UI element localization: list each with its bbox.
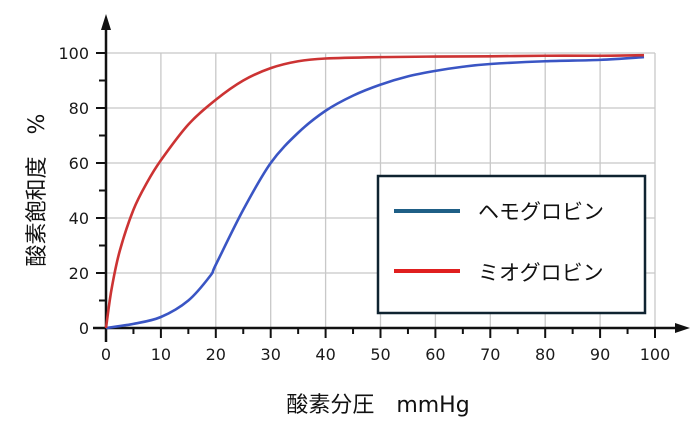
y-tick-label: 80 xyxy=(69,99,89,118)
axes xyxy=(93,14,690,342)
x-tick-label: 20 xyxy=(206,345,226,364)
y-tick-label: 60 xyxy=(69,154,89,173)
legend-label-hemoglobin: ヘモグロビン xyxy=(478,200,604,224)
x-axis-title: 酸素分圧 mmHg xyxy=(286,393,469,418)
legend-label-myoglobin: ミオグロビン xyxy=(478,261,604,285)
x-tick-label: 90 xyxy=(590,345,610,364)
legend: ヘモグロビン ミオグロビン xyxy=(376,174,647,315)
y-tick-label: 0 xyxy=(79,319,89,338)
y-tick-label: 20 xyxy=(69,264,89,283)
y-tick-label: 100 xyxy=(58,44,89,63)
x-tick-label: 0 xyxy=(101,345,111,364)
x-tick-label: 70 xyxy=(480,345,500,364)
x-tick-label: 50 xyxy=(370,345,390,364)
data-series xyxy=(104,53,645,330)
x-tick-label: 40 xyxy=(315,345,335,364)
myoglobin-curve xyxy=(104,53,645,329)
y-axis-title: 酸素飽和度 % xyxy=(25,114,50,267)
y-axis-arrow-icon xyxy=(101,14,111,30)
x-tick-label: 80 xyxy=(535,345,555,364)
y-tick-label: 40 xyxy=(69,209,89,228)
x-tick-label: 30 xyxy=(261,345,281,364)
legend-box xyxy=(376,174,647,315)
x-axis-arrow-icon xyxy=(675,323,690,333)
tick-labels: 0 10 20 30 40 50 60 70 80 90 100 0 20 40 60 80 100 xyxy=(58,44,670,364)
x-tick-label: 10 xyxy=(151,345,171,364)
x-tick-label: 100 xyxy=(640,345,671,364)
hemoglobin-curve xyxy=(105,55,645,330)
x-tick-label: 60 xyxy=(425,345,445,364)
